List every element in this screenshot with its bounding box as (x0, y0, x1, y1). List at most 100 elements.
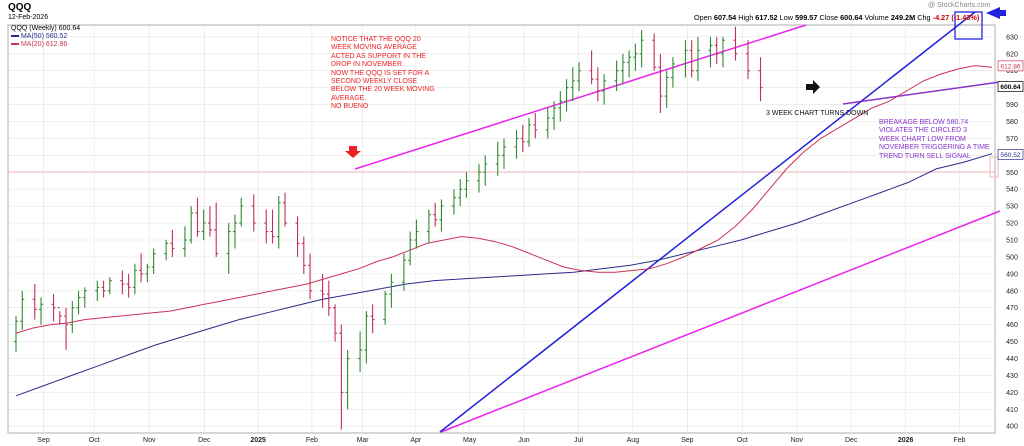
ohlc-bar (733, 26, 738, 61)
ohlc-bar (708, 36, 713, 68)
x-axis: Sep Oct Nov Dec 2025 Feb Mar Apr May Jun Jul Aug Sep… (37, 437, 965, 444)
plot-frame (7, 24, 996, 434)
price-tag-label: 600.64 (1000, 84, 1021, 91)
ohlc-bar (683, 40, 688, 78)
y-tick-label: 430 (1006, 373, 1018, 380)
ohlc-bar (595, 67, 600, 102)
y-tick-label: 500 (1006, 254, 1018, 261)
x-tick-label: Nov (791, 437, 804, 444)
annotation-3-week-turns-down: 3 WEEK CHART TURNS DOWN (766, 110, 869, 117)
ohlc-bar (239, 197, 244, 227)
ohlc-bar (627, 50, 632, 78)
ohlc-bar (308, 253, 313, 300)
ohlc-bar (552, 101, 557, 130)
x-tick-label: May (463, 437, 477, 444)
ohlc-bar (164, 240, 169, 261)
report-date: 12-Feb-2026 (8, 14, 49, 21)
ohlc-bar (339, 324, 344, 430)
ohlc-bar (545, 107, 550, 139)
black-right-arrow-icon (806, 80, 820, 94)
ohlc-bar (426, 209, 431, 244)
ma50-path (15, 153, 993, 397)
x-tick-label: Mar (357, 437, 370, 444)
ohlc-bar (101, 280, 106, 298)
legend-price-name: QQQ (Weekly) 600.64 (11, 25, 81, 32)
ohlc-bar (614, 60, 619, 92)
low-value: 599.57 (795, 13, 818, 22)
x-tick-label: Dec (845, 437, 858, 444)
ohlc-bar (214, 202, 219, 257)
ohlc-bar (401, 253, 406, 291)
open-value: 607.54 (713, 13, 737, 22)
y-tick-label: 550 (1006, 170, 1018, 177)
ohlc-bar (251, 194, 256, 232)
y-tick-label: 580 (1006, 119, 1018, 126)
y-tick-label: 400 (1006, 424, 1018, 431)
ohlc-bar (301, 236, 306, 274)
ohlc-bar (151, 248, 156, 274)
purple-trendline (842, 81, 1001, 105)
price-tag-label: 612.86 (1000, 63, 1021, 70)
watermark: @ StockCharts.com (928, 2, 991, 9)
ohlc-bar (589, 50, 594, 85)
chg-label: Chg (917, 13, 931, 22)
y-tick-label: 570 (1006, 136, 1018, 143)
ohlc-bar (695, 36, 700, 81)
ohlc-bar (602, 74, 607, 105)
ohlc-bar (564, 79, 569, 112)
y-tick-label: 490 (1006, 271, 1018, 278)
ohlc-bar (527, 118, 532, 147)
ohlc-bar (126, 273, 131, 298)
x-tick-label: Oct (89, 437, 100, 444)
ohlc-bar (476, 163, 481, 193)
legend-ma20-text: MA(20) 612.86 (20, 41, 68, 48)
x-tick-label: Jul (574, 437, 583, 444)
high-value: 617.52 (755, 13, 778, 22)
ohlc-bar (570, 67, 575, 102)
ohlc-bar (439, 199, 444, 232)
price-tag-box (997, 149, 1024, 160)
ohlc-bar (514, 129, 519, 159)
ohlc-bar (39, 297, 44, 325)
low-label: Low (779, 13, 794, 22)
magenta-upper-channel-line (354, 24, 807, 170)
ohlc-bar (558, 91, 563, 122)
ohlc-bar (120, 270, 125, 295)
open-label: Open (694, 13, 712, 22)
ohlc-bar (76, 290, 81, 315)
legend-ma20-swatch (11, 43, 19, 45)
y-axis: 400 410 420 430 440 450 460 470 480 490 500 510 520 5… (1006, 34, 1018, 430)
x-tick-label: Apr (410, 437, 422, 444)
close-label: Close (819, 13, 839, 22)
y-tick-label: 440 (1006, 356, 1018, 363)
ohlc-bar (383, 290, 388, 325)
ohlc-bar (95, 280, 100, 301)
ohlc-bar (652, 33, 657, 71)
ohlc-bar (464, 172, 469, 198)
ohlc-bar (82, 287, 87, 308)
x-tick-label: Sep (37, 437, 50, 444)
ohlc-bar (714, 36, 719, 64)
ohlc-bar (746, 40, 750, 80)
ohlc-bar (633, 43, 638, 71)
ohlc-bar (345, 350, 350, 410)
ohlc-bar (295, 216, 300, 257)
ohlc-bar (408, 231, 413, 266)
legend-ma50: MA(50) 560.52 (11, 33, 67, 40)
ma20-path (15, 65, 993, 334)
x-tick-label: Jun (518, 437, 529, 444)
y-tick-label: 450 (1006, 339, 1018, 346)
ohlc-bar (670, 57, 675, 88)
y-tick-label: 420 (1006, 390, 1018, 397)
y-tick-label: 470 (1006, 305, 1018, 312)
y-tick-label: 630 (1006, 34, 1018, 41)
legend-ma20: MA(20) 612.86 (11, 41, 67, 48)
ohlc-bar (226, 223, 231, 274)
price-tag-label: 560.52 (1000, 152, 1021, 159)
high-label: High (738, 13, 754, 22)
ohlc-bar (370, 304, 375, 334)
annotation-breakage-below: BREAKAGE BELOW 580.74 VIOLATES THE CIRCL… (879, 119, 990, 160)
ohlc-bar (20, 290, 25, 330)
ohlc-bar (32, 284, 37, 320)
price-tags: 612.86 600.64 560.52 (997, 60, 1024, 160)
